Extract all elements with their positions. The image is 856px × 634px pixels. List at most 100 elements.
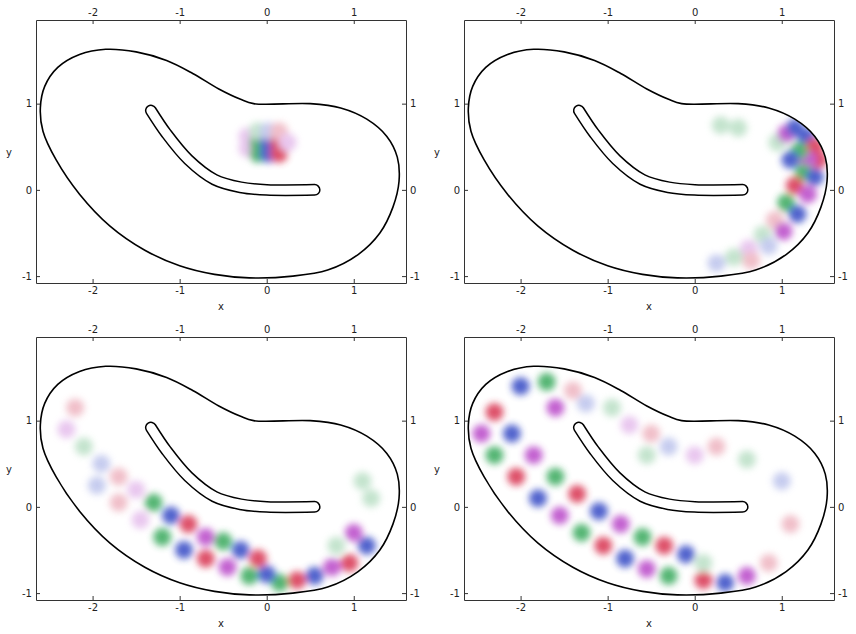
tick-label: -1 bbox=[175, 602, 185, 613]
wave-blob bbox=[175, 541, 193, 559]
tick-mark bbox=[464, 593, 468, 594]
x-axis-title: x bbox=[646, 301, 652, 312]
tick: 0 bbox=[692, 596, 698, 613]
tick: -1 bbox=[175, 596, 185, 613]
wave-blob bbox=[788, 205, 806, 223]
x-axis-top: -2-101 bbox=[37, 7, 407, 24]
axis-line bbox=[37, 283, 407, 284]
tick-mark bbox=[464, 421, 468, 422]
x-axis-top: -2-101 bbox=[465, 7, 835, 24]
x-axis-title: x bbox=[218, 301, 224, 312]
wave-blob bbox=[340, 554, 358, 572]
tick: -2 bbox=[516, 596, 526, 613]
tick-label: -2 bbox=[88, 602, 98, 613]
tick: -1 bbox=[402, 588, 420, 599]
axis-line bbox=[36, 21, 37, 284]
plot-area bbox=[40, 366, 399, 595]
axis-line bbox=[406, 21, 407, 284]
tick-mark bbox=[464, 190, 468, 191]
tick-label: 1 bbox=[351, 7, 357, 18]
wave-blob bbox=[279, 133, 297, 151]
wave-blob bbox=[306, 567, 324, 585]
wave-blob bbox=[362, 489, 380, 507]
axis-line bbox=[37, 337, 407, 338]
tick: -1 bbox=[450, 588, 468, 599]
wave-blob bbox=[573, 524, 591, 542]
wave-blob bbox=[485, 446, 503, 464]
tick: -1 bbox=[603, 279, 613, 296]
tick-label: 0 bbox=[838, 185, 844, 196]
tick-mark bbox=[521, 596, 522, 600]
tick-mark bbox=[267, 596, 268, 600]
tick: -1 bbox=[402, 271, 420, 282]
axis-line bbox=[465, 20, 835, 21]
wave-blob bbox=[551, 506, 569, 524]
wave-blob bbox=[358, 537, 376, 555]
tick-mark bbox=[695, 596, 696, 600]
tick: -1 bbox=[830, 271, 848, 282]
tick-mark bbox=[830, 190, 834, 191]
obstacle-outline bbox=[151, 428, 315, 508]
wave-blob bbox=[110, 468, 128, 486]
wave-blob bbox=[507, 468, 525, 486]
billiard-boundary bbox=[40, 49, 399, 278]
tick-label: -1 bbox=[175, 285, 185, 296]
wave-blob bbox=[725, 248, 743, 266]
tick: 1 bbox=[454, 98, 468, 109]
tick: 1 bbox=[779, 324, 785, 341]
tick-label: 0 bbox=[264, 285, 270, 296]
tick-label: 0 bbox=[264, 602, 270, 613]
tick: 1 bbox=[454, 415, 468, 426]
tick-mark bbox=[830, 421, 834, 422]
tick-mark bbox=[521, 20, 522, 24]
tick: -2 bbox=[88, 324, 98, 341]
wave-blob bbox=[712, 116, 730, 134]
tick-label: 1 bbox=[454, 415, 460, 426]
wave-blob bbox=[738, 450, 756, 468]
wave-blob bbox=[716, 574, 734, 592]
tick-mark bbox=[782, 337, 783, 341]
wave-blob bbox=[603, 399, 621, 417]
billiard-region bbox=[468, 49, 827, 278]
wave-blob bbox=[249, 550, 267, 568]
tick-mark bbox=[180, 596, 181, 600]
plot-area bbox=[468, 49, 827, 278]
tick: -1 bbox=[175, 7, 185, 24]
wave-blob bbox=[686, 446, 704, 464]
tick: -1 bbox=[22, 271, 40, 282]
tick: 0 bbox=[454, 502, 468, 513]
tick-label: 0 bbox=[410, 185, 416, 196]
wave-blob bbox=[660, 567, 678, 585]
figure-svg: -2-101-2-101-101-101xy-2-101-2-101-101-1… bbox=[0, 0, 856, 634]
wave-blob bbox=[472, 425, 490, 443]
tick-label: -2 bbox=[516, 324, 526, 335]
wave-blob bbox=[327, 537, 345, 555]
tick-mark bbox=[93, 337, 94, 341]
tick-label: -2 bbox=[88, 324, 98, 335]
tick-mark bbox=[695, 279, 696, 283]
x-axis-bottom: -2-101 bbox=[465, 279, 835, 296]
y-axis-right: -101 bbox=[830, 338, 848, 601]
tick: 0 bbox=[402, 185, 416, 196]
axis-line bbox=[465, 283, 835, 284]
wave-blob bbox=[153, 528, 171, 546]
y-axis-right: -101 bbox=[402, 338, 420, 601]
wave-blob bbox=[197, 550, 215, 568]
axis-line bbox=[465, 337, 835, 338]
tick-mark bbox=[608, 337, 609, 341]
tick-mark bbox=[521, 279, 522, 283]
wave-blob bbox=[345, 524, 363, 542]
wave-blob bbox=[92, 455, 110, 473]
tick-label: 0 bbox=[692, 7, 698, 18]
wave-blob bbox=[638, 446, 656, 464]
tick-label: 0 bbox=[454, 185, 460, 196]
obstacle-body bbox=[579, 428, 743, 508]
wave-blob bbox=[660, 438, 678, 456]
tick-label: 0 bbox=[264, 324, 270, 335]
wave-field bbox=[239, 122, 297, 162]
tick-mark bbox=[93, 279, 94, 283]
y-axis-title: y bbox=[434, 464, 440, 475]
wave-blob bbox=[538, 373, 556, 391]
axis-line bbox=[37, 20, 407, 21]
wave-blob bbox=[738, 567, 756, 585]
